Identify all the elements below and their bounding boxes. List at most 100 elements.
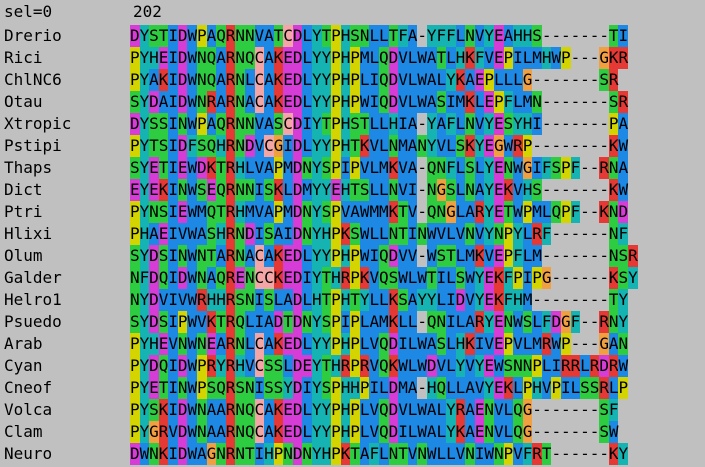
residue-cell[interactable]: D: [177, 443, 188, 465]
residue-cell[interactable]: F: [541, 223, 552, 245]
residue-cell[interactable]: A: [264, 399, 274, 421]
residue-cell[interactable]: P: [503, 47, 514, 69]
residue-cell[interactable]: L: [513, 377, 523, 399]
residue-cell[interactable]: N: [235, 91, 245, 113]
residue-cell[interactable]: A: [216, 399, 226, 421]
residue-cell[interactable]: K: [359, 267, 370, 289]
residue-cell[interactable]: -: [589, 201, 600, 223]
residue-cell[interactable]: -: [570, 289, 581, 311]
residue-cell[interactable]: W: [417, 421, 427, 443]
residue-cell[interactable]: K: [465, 333, 475, 355]
residue-cell[interactable]: D: [292, 245, 303, 267]
residue-cell[interactable]: E: [283, 91, 293, 113]
residue-cell[interactable]: V: [398, 245, 408, 267]
residue-cell[interactable]: D: [292, 443, 303, 465]
residue-cell[interactable]: G: [522, 69, 533, 91]
residue-cell[interactable]: -: [551, 421, 562, 443]
sequence-name[interactable]: Thaps: [4, 158, 53, 177]
residue-cell[interactable]: L: [379, 179, 389, 201]
residue-cell[interactable]: A: [264, 311, 274, 333]
residue-cell[interactable]: A: [149, 69, 159, 91]
residue-cell[interactable]: R: [608, 69, 619, 91]
residue-cell[interactable]: V: [359, 157, 370, 179]
residue-cell[interactable]: C: [254, 69, 265, 91]
residue-cell[interactable]: Y: [474, 267, 485, 289]
residue-cell[interactable]: A: [273, 223, 284, 245]
residue-cell[interactable]: V: [158, 289, 169, 311]
residue-cell[interactable]: C: [254, 421, 265, 443]
residue-cell[interactable]: I: [254, 223, 265, 245]
residue-cell[interactable]: N: [465, 179, 475, 201]
residue-cell[interactable]: R: [225, 399, 236, 421]
residue-cell[interactable]: E: [302, 355, 313, 377]
residue-cell[interactable]: K: [608, 47, 619, 69]
residue-cell[interactable]: D: [292, 69, 303, 91]
residue-cell[interactable]: E: [484, 91, 495, 113]
residue-cell[interactable]: N: [244, 179, 255, 201]
residue-cell[interactable]: Y: [311, 179, 322, 201]
residue-cell[interactable]: E: [130, 179, 140, 201]
residue-cell[interactable]: N: [244, 289, 255, 311]
residue-cell[interactable]: N: [388, 223, 399, 245]
residue-cell[interactable]: A: [465, 311, 475, 333]
residue-cell[interactable]: A: [264, 69, 274, 91]
residue-cell[interactable]: Y: [311, 25, 322, 47]
residue-cell[interactable]: P: [273, 157, 284, 179]
residue-cell[interactable]: Y: [484, 201, 495, 223]
residue-cell[interactable]: -: [580, 135, 590, 157]
residue-cell[interactable]: T: [350, 135, 360, 157]
residue-cell[interactable]: D: [177, 355, 188, 377]
residue-cell[interactable]: L: [503, 421, 514, 443]
residue-cell[interactable]: G: [541, 267, 552, 289]
residue-cell[interactable]: S: [321, 311, 332, 333]
residue-cell[interactable]: P: [130, 135, 140, 157]
residue-cell[interactable]: W: [187, 223, 198, 245]
residue-cell[interactable]: E: [474, 421, 485, 443]
residue-cell[interactable]: L: [398, 311, 408, 333]
residue-cell[interactable]: V: [484, 333, 495, 355]
residue-cell[interactable]: L: [493, 69, 504, 91]
residue-cell[interactable]: Y: [618, 311, 629, 333]
residue-cell[interactable]: K: [493, 267, 504, 289]
residue-cell[interactable]: H: [340, 25, 351, 47]
residue-cell[interactable]: Q: [551, 201, 562, 223]
residue-cell[interactable]: L: [570, 377, 581, 399]
residue-cell[interactable]: T: [503, 201, 514, 223]
residue-cell[interactable]: D: [292, 157, 303, 179]
residue-cell[interactable]: E: [484, 355, 495, 377]
residue-cell[interactable]: P: [273, 201, 284, 223]
residue-cell[interactable]: D: [599, 355, 609, 377]
residue-cell[interactable]: N: [493, 443, 504, 465]
residue-cell[interactable]: N: [197, 333, 207, 355]
residue-cell[interactable]: P: [130, 355, 140, 377]
residue-cell[interactable]: D: [177, 135, 188, 157]
residue-cell[interactable]: D: [177, 69, 188, 91]
residue-cell[interactable]: I: [168, 223, 178, 245]
residue-cell[interactable]: S: [599, 421, 609, 443]
residue-cell[interactable]: Y: [311, 223, 322, 245]
residue-cell[interactable]: -: [561, 179, 571, 201]
residue-cell[interactable]: K: [206, 311, 217, 333]
residue-cell[interactable]: L: [302, 135, 313, 157]
residue-cell[interactable]: L: [302, 421, 313, 443]
residue-cell[interactable]: H: [340, 289, 351, 311]
sequence-name[interactable]: Drerio: [4, 26, 62, 45]
residue-cell[interactable]: Q: [379, 399, 389, 421]
residue-cell[interactable]: E: [283, 399, 293, 421]
residue-cell[interactable]: T: [446, 245, 456, 267]
residue-cell[interactable]: K: [503, 377, 514, 399]
residue-cell[interactable]: W: [187, 443, 198, 465]
residue-cell[interactable]: V: [474, 223, 485, 245]
residue-cell[interactable]: Y: [311, 201, 322, 223]
residue-cell[interactable]: L: [244, 311, 255, 333]
residue-cell[interactable]: -: [532, 289, 542, 311]
residue-cell[interactable]: -: [589, 311, 600, 333]
residue-cell[interactable]: W: [426, 223, 437, 245]
residue-cell[interactable]: L: [302, 47, 313, 69]
residue-cell[interactable]: S: [158, 113, 169, 135]
residue-cell[interactable]: V: [254, 201, 265, 223]
residue-cell[interactable]: N: [216, 443, 226, 465]
residue-cell[interactable]: L: [580, 355, 590, 377]
residue-cell[interactable]: -: [580, 157, 590, 179]
